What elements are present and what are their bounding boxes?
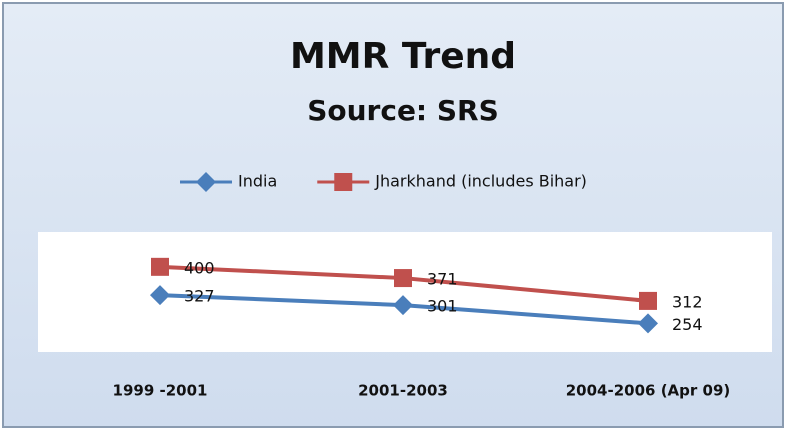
x-tick-label: 2004-2006 (Apr 09) (566, 382, 731, 400)
data-label: 301 (427, 297, 458, 316)
x-tick-label: 2001-2003 (358, 382, 448, 400)
marker (334, 173, 353, 191)
marker (639, 291, 657, 310)
chart-title: MMR Trend (290, 36, 516, 77)
chart-background (2, 2, 784, 428)
x-tick-label: 1999 -2001 (113, 382, 208, 400)
marker (196, 172, 216, 192)
legend-label: India (238, 172, 277, 191)
chart-subtitle: Source: SRS (307, 94, 499, 127)
marker (394, 269, 412, 288)
data-label: 254 (672, 315, 703, 334)
data-label: 327 (184, 287, 215, 306)
marker (150, 285, 170, 306)
data-label: 371 (427, 270, 458, 289)
plot-area (38, 232, 772, 352)
legend-label: Jharkhand (includes Bihar) (374, 172, 587, 191)
data-label: 312 (672, 292, 703, 311)
marker (151, 257, 169, 276)
data-label: 400 (184, 258, 215, 277)
marker (393, 295, 413, 316)
marker (638, 313, 658, 334)
